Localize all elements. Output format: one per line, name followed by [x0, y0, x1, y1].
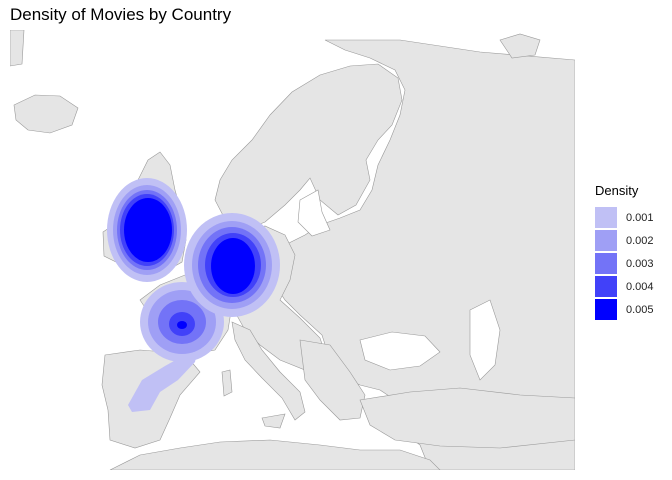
turkey	[359, 387, 575, 449]
black-sea	[359, 331, 441, 371]
legend-item: 0.003	[595, 252, 654, 275]
legend-swatch	[595, 276, 617, 297]
legend-swatch	[595, 230, 617, 251]
baltic-sea	[297, 189, 331, 237]
legend-swatch	[595, 253, 617, 274]
legend-label: 0.002	[626, 234, 654, 247]
legend-item: 0.001	[595, 206, 654, 229]
density-france-level-5	[177, 321, 187, 329]
legend-item: 0.004	[595, 275, 654, 298]
balkans-turkey	[299, 339, 366, 421]
greenland-edge	[10, 30, 25, 67]
sicily	[261, 413, 286, 429]
legend-title: Density	[595, 183, 639, 198]
density-uk-level-5	[124, 198, 172, 262]
legend-swatch	[595, 299, 617, 320]
sea-layer	[297, 189, 501, 381]
map-title: Density of Movies by Country	[10, 5, 232, 24]
legend-label: 0.005	[626, 303, 654, 316]
legend-label: 0.003	[626, 257, 654, 270]
legend-swatch	[595, 207, 617, 228]
sardinia	[221, 369, 233, 397]
svalbard	[499, 33, 541, 59]
legend-label: 0.001	[626, 211, 654, 224]
land-layer	[10, 30, 575, 470]
iceland	[13, 94, 79, 134]
legend-item: 0.005	[595, 298, 654, 321]
italy	[231, 321, 306, 421]
density-layer	[107, 178, 280, 412]
scandinavia	[214, 63, 403, 231]
density-germany-level-5	[211, 238, 255, 294]
legend-label: 0.004	[626, 280, 654, 293]
caspian-sea	[469, 299, 501, 381]
north-africa	[109, 439, 441, 470]
legend-item: 0.002	[595, 229, 654, 252]
legend: Density 0.001 0.002 0.003 0.004 0.005	[595, 183, 654, 321]
